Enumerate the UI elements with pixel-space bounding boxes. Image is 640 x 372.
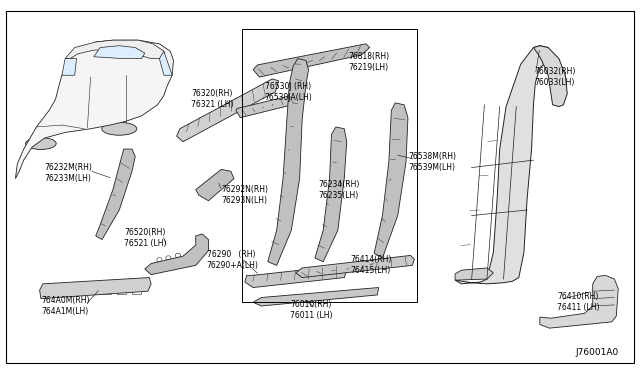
Polygon shape — [296, 256, 414, 278]
Polygon shape — [159, 51, 172, 75]
Polygon shape — [40, 278, 151, 299]
Text: 76290   (RH)
76290+A(LH): 76290 (RH) 76290+A(LH) — [207, 250, 259, 270]
Ellipse shape — [601, 298, 606, 302]
Polygon shape — [455, 46, 550, 284]
Ellipse shape — [157, 258, 162, 262]
Text: 76520(RH)
76521 (LH): 76520(RH) 76521 (LH) — [124, 228, 167, 248]
Text: 76414(RH)
76415(LH): 76414(RH) 76415(LH) — [351, 255, 392, 275]
Polygon shape — [145, 234, 209, 275]
Polygon shape — [236, 94, 302, 118]
Polygon shape — [15, 40, 173, 179]
Bar — [132, 288, 141, 294]
Polygon shape — [62, 59, 77, 75]
Bar — [88, 288, 97, 294]
Text: 76530J (RH)
76530JA(LH): 76530J (RH) 76530JA(LH) — [264, 82, 312, 102]
Text: 76292N(RH)
76293N(LH): 76292N(RH) 76293N(LH) — [221, 185, 268, 205]
Polygon shape — [315, 127, 347, 262]
Polygon shape — [94, 46, 145, 59]
Text: 76234(RH)
76235(LH): 76234(RH) 76235(LH) — [318, 180, 360, 200]
Polygon shape — [65, 40, 166, 59]
Polygon shape — [540, 275, 618, 328]
Polygon shape — [374, 103, 408, 258]
Polygon shape — [455, 268, 493, 280]
Text: 76032(RH)
76033(LH): 76032(RH) 76033(LH) — [534, 67, 575, 87]
Polygon shape — [96, 149, 135, 240]
Polygon shape — [196, 169, 234, 201]
Text: J76001A0: J76001A0 — [575, 347, 618, 357]
Bar — [56, 288, 65, 294]
Ellipse shape — [102, 122, 137, 135]
Polygon shape — [268, 59, 308, 265]
Text: 76538M(RH)
76539M(LH): 76538M(RH) 76539M(LH) — [408, 152, 456, 172]
Polygon shape — [177, 79, 278, 142]
Polygon shape — [245, 265, 347, 288]
Text: 76010(RH)
76011 (LH): 76010(RH) 76011 (LH) — [290, 299, 333, 320]
Bar — [243, 29, 417, 302]
Ellipse shape — [26, 138, 56, 150]
Polygon shape — [534, 46, 567, 107]
Text: 76818(RH)
76219(LH): 76818(RH) 76219(LH) — [349, 52, 390, 73]
Polygon shape — [253, 288, 379, 306]
Bar — [102, 288, 111, 294]
Text: 764A0M(RH)
764A1M(LH): 764A0M(RH) 764A1M(LH) — [41, 296, 90, 316]
Ellipse shape — [601, 309, 606, 312]
Bar — [72, 288, 81, 294]
Ellipse shape — [166, 256, 171, 260]
Text: 76320(RH)
76321 (LH): 76320(RH) 76321 (LH) — [191, 89, 234, 109]
Text: 76410(RH)
76411 (LH): 76410(RH) 76411 (LH) — [557, 292, 600, 312]
Ellipse shape — [175, 253, 180, 258]
Bar — [117, 288, 126, 294]
Ellipse shape — [601, 287, 606, 291]
Text: 76232M(RH)
76233M(LH): 76232M(RH) 76233M(LH) — [45, 163, 93, 183]
Polygon shape — [253, 44, 370, 77]
